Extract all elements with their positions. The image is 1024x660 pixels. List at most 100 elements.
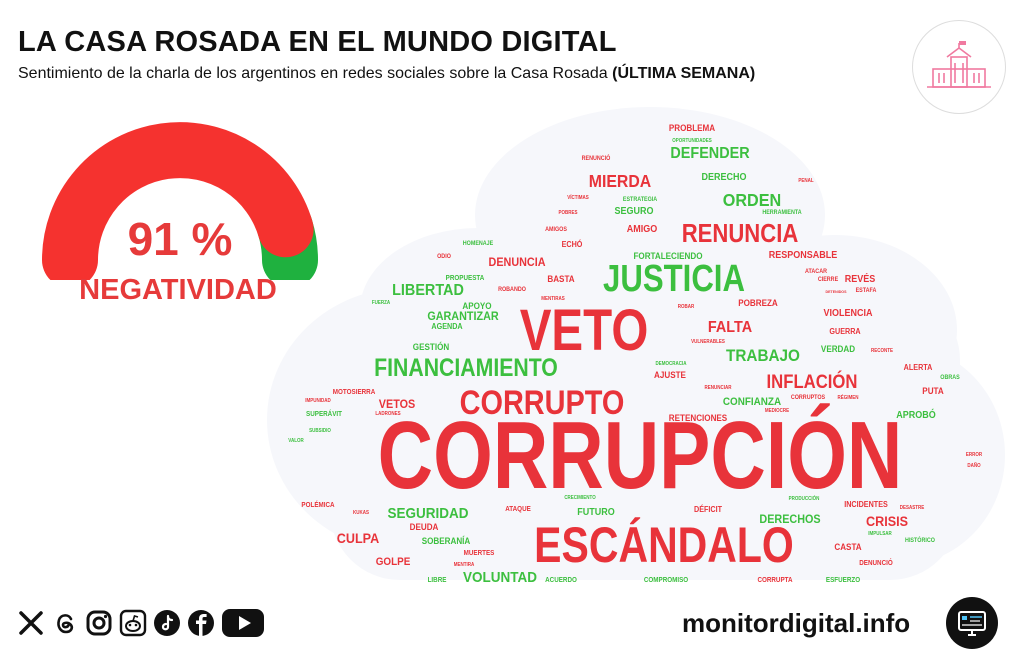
word-49: DÉFICIT — [694, 505, 722, 514]
footer-site-name[interactable]: monitordigital.info — [682, 608, 911, 638]
word-88: IMPUNIDAD — [305, 398, 331, 404]
word-52: MUERTES — [464, 550, 495, 557]
social-icons — [16, 606, 266, 640]
threads-icon[interactable] — [50, 608, 80, 638]
tiktok-icon[interactable] — [152, 608, 182, 638]
youtube-icon[interactable] — [220, 608, 266, 638]
word-13: TRABAJO — [726, 346, 800, 365]
word-96: DESASTRE — [900, 505, 924, 511]
word-85: MEDIOCRE — [765, 408, 789, 414]
word-11: LIBERTAD — [392, 281, 464, 299]
word-71: PENAL — [798, 178, 813, 184]
word-100: MENTIRA — [454, 562, 475, 568]
word-69: RENUNCIÓ — [582, 154, 611, 162]
word-cloud: CORRUPCIÓNESCÁNDALOVETOJUSTICIACORRUPTOF… — [267, 107, 1005, 587]
word-67: CIERRE — [818, 277, 839, 283]
word-42: VERDAD — [821, 344, 855, 355]
word-25: DERECHO — [702, 172, 747, 184]
word-2: VETO — [520, 299, 649, 364]
word-82: RENUNCIAR — [705, 385, 733, 391]
word-group: CORRUPCIÓNESCÁNDALOVETOJUSTICIACORRUPTOF… — [288, 123, 982, 587]
reddit-icon[interactable] — [118, 608, 148, 638]
word-38: AGENDA — [431, 322, 463, 331]
word-40: BASTA — [547, 274, 574, 285]
word-80: VULNERABLES — [691, 339, 725, 345]
word-62: PROPUESTA — [446, 275, 485, 282]
word-66: ATACAR — [805, 269, 827, 275]
word-98: HISTÓRICO — [905, 536, 935, 544]
word-92: ERROR — [966, 452, 983, 458]
word-41: ECHÓ — [562, 240, 583, 249]
word-30: RESPONSABLE — [769, 250, 837, 262]
word-84: RÉGIMEN — [838, 393, 860, 401]
word-64: ESTRATEGIA — [623, 197, 657, 203]
word-10: INFLACIÓN — [767, 370, 858, 392]
instagram-icon[interactable] — [84, 608, 114, 638]
word-35: RETENCIONES — [669, 413, 728, 424]
word-44: ALERTA — [904, 363, 933, 372]
word-32: POBREZA — [738, 298, 778, 309]
word-74: AMIGOS — [545, 227, 567, 233]
word-73: POBRES — [559, 210, 578, 216]
word-45: PUTA — [922, 386, 943, 397]
word-7: MIERDA — [589, 171, 651, 191]
word-51: DENUNCIÓ — [859, 558, 893, 567]
word-43: GUERRA — [829, 327, 861, 336]
word-19: CONFIANZA — [723, 397, 782, 409]
casa-rosada-building-icon — [927, 41, 991, 88]
x-icon[interactable] — [16, 608, 46, 638]
word-47: SOBERANÍA — [422, 535, 471, 547]
word-89: LADRONES — [375, 411, 400, 417]
word-24: FUTURO — [577, 507, 614, 519]
word-15: VOLUNTAD — [463, 569, 537, 586]
word-50: INCIDENTES — [844, 500, 888, 509]
word-27: AMIGO — [627, 224, 657, 236]
word-33: VIOLENCIA — [824, 308, 873, 320]
word-76: ODIO — [437, 254, 451, 260]
word-4: CORRUPTO — [460, 383, 625, 422]
word-95: PRODUCCIÓN — [789, 494, 820, 502]
word-31: REVÉS — [845, 274, 875, 286]
negativity-percent: 91 % — [127, 213, 233, 265]
word-46: DEUDA — [410, 522, 439, 533]
word-56: ACUERDO — [545, 577, 577, 584]
word-94: CRECIMIENTO — [564, 495, 596, 501]
word-39: GESTIÓN — [413, 341, 449, 353]
word-63: ROBANDO — [498, 287, 526, 293]
word-61: ATAQUE — [505, 506, 531, 513]
word-1: ESCÁNDALO — [534, 517, 794, 573]
word-8: DEFENDER — [670, 144, 749, 162]
word-60: POLÉMICA — [301, 500, 334, 509]
facebook-icon[interactable] — [186, 608, 216, 638]
word-90: SUBSIDIO — [309, 428, 331, 434]
word-65: HERRAMIENTA — [762, 210, 801, 216]
word-23: GOLPE — [376, 557, 411, 569]
word-97: IMPULSAR — [868, 531, 892, 537]
word-6: RENUNCIA — [682, 219, 799, 248]
word-28: PROBLEMA — [669, 123, 715, 134]
word-36: APROBÓ — [896, 409, 935, 422]
monitor-dashboard-icon — [946, 597, 998, 649]
word-91: VALOR — [288, 438, 304, 444]
word-12: FALTA — [708, 318, 752, 336]
word-75: HOMENAJE — [463, 241, 494, 247]
gauge-negative-arc — [42, 122, 314, 280]
cloud-shape — [267, 107, 1005, 580]
word-34: AJUSTE — [654, 370, 686, 381]
word-16: CULPA — [337, 530, 380, 546]
word-5: FINANCIAMIENTO — [374, 353, 558, 381]
casa-rosada-logo — [912, 20, 1006, 114]
word-53: COMPROMISO — [644, 577, 688, 584]
word-81: DEMOCRACIA — [656, 361, 687, 367]
word-37: APOYO — [462, 301, 492, 312]
word-14: SEGURIDAD — [388, 505, 469, 522]
word-99: KUKAS — [353, 510, 369, 516]
word-54: CORRUPTA — [757, 577, 792, 584]
word-78: FUERZA — [372, 300, 391, 306]
word-86: RECONTE — [871, 348, 893, 354]
word-17: CRISIS — [866, 513, 908, 529]
word-21: DENUNCIA — [489, 257, 546, 270]
word-68: ESTAFA — [856, 288, 877, 294]
word-48: CASTA — [834, 542, 861, 553]
word-58: MOTOSIERRA — [333, 389, 376, 396]
